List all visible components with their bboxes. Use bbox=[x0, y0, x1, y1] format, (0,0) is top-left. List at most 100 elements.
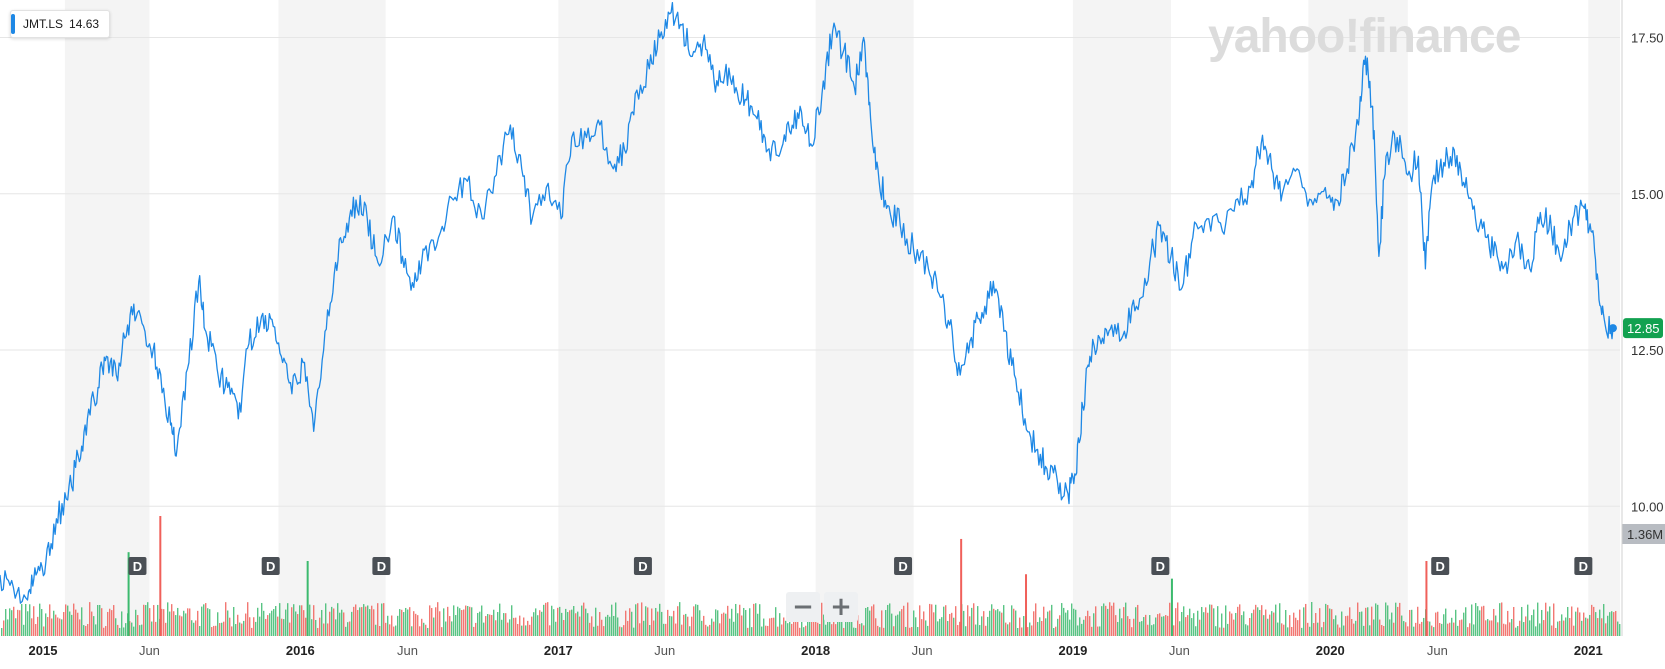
volume-bar bbox=[1415, 622, 1417, 636]
volume-bar bbox=[575, 613, 577, 636]
volume-bar bbox=[813, 621, 815, 636]
volume-bar bbox=[417, 615, 419, 636]
dividend-marker[interactable]: D bbox=[372, 557, 391, 575]
volume-bar bbox=[227, 610, 229, 636]
volume-bar bbox=[249, 617, 251, 636]
volume-bar bbox=[175, 615, 177, 636]
dividend-marker[interactable]: D bbox=[128, 557, 147, 575]
zoom-in-button[interactable]: + bbox=[824, 592, 858, 622]
volume-bar bbox=[1253, 609, 1255, 636]
volume-bar bbox=[473, 626, 475, 636]
volume-bar bbox=[1047, 611, 1049, 636]
volume-bar bbox=[925, 620, 927, 636]
dividend-marker[interactable]: D bbox=[1574, 557, 1593, 575]
volume-bar bbox=[725, 613, 727, 636]
series-legend[interactable]: JMT.LS 14.63 bbox=[10, 10, 111, 38]
volume-bar bbox=[415, 613, 417, 636]
volume-bar bbox=[937, 621, 939, 636]
volume-bar bbox=[1401, 615, 1403, 636]
dividend-marker[interactable]: D bbox=[633, 557, 652, 575]
volume-bar bbox=[389, 624, 391, 636]
dividend-marker[interactable]: D bbox=[1151, 557, 1170, 575]
volume-bar bbox=[693, 606, 695, 636]
volume-bar bbox=[355, 604, 357, 636]
dividend-marker[interactable]: D bbox=[894, 557, 913, 575]
volume-bar bbox=[211, 627, 213, 636]
volume-bar bbox=[173, 611, 175, 636]
volume-bar bbox=[1533, 609, 1535, 636]
volume-bar bbox=[1409, 609, 1411, 636]
volume-bar bbox=[1237, 606, 1239, 636]
volume-bar bbox=[603, 626, 605, 636]
volume-bar bbox=[1345, 616, 1347, 636]
volume-bar bbox=[1099, 626, 1101, 636]
volume-bar bbox=[397, 615, 399, 636]
volume-bar bbox=[639, 623, 641, 636]
volume-bar bbox=[553, 609, 555, 636]
zoom-out-button[interactable]: − bbox=[786, 592, 820, 622]
volume-bar bbox=[489, 614, 491, 636]
volume-bar bbox=[513, 617, 515, 636]
x-tick-label: Jun bbox=[139, 643, 160, 658]
volume-bars: 1.36M bbox=[1, 516, 1665, 636]
volume-bar bbox=[1069, 619, 1071, 636]
volume-bar bbox=[1503, 623, 1505, 636]
volume-bar bbox=[965, 626, 967, 636]
volume-bar bbox=[1447, 623, 1449, 636]
volume-bar bbox=[535, 608, 537, 636]
volume-bar bbox=[1467, 627, 1469, 636]
volume-bar bbox=[627, 620, 629, 636]
zoom-controls: − + bbox=[786, 592, 858, 622]
volume-bar bbox=[1209, 604, 1211, 636]
volume-bar bbox=[357, 610, 359, 636]
volume-bar bbox=[933, 612, 935, 636]
volume-bar bbox=[479, 611, 481, 636]
volume-bar bbox=[1169, 602, 1171, 636]
price-line[interactable] bbox=[0, 1, 1614, 604]
dividend-marker[interactable]: D bbox=[1431, 557, 1450, 575]
volume-bar bbox=[1267, 618, 1269, 636]
volume-bar bbox=[1601, 618, 1603, 636]
volume-bar bbox=[209, 609, 211, 636]
volume-bar bbox=[1239, 604, 1241, 636]
volume-bar bbox=[913, 610, 915, 636]
volume-bar bbox=[761, 626, 763, 636]
volume-bar bbox=[1187, 615, 1189, 636]
dividend-marker[interactable]: D bbox=[261, 557, 280, 575]
volume-bar bbox=[1451, 617, 1453, 636]
volume-bar bbox=[1153, 624, 1155, 636]
volume-bar bbox=[1461, 619, 1463, 636]
volume-bar bbox=[503, 613, 505, 636]
volume-bar bbox=[325, 603, 327, 636]
volume-bar bbox=[1377, 604, 1379, 636]
volume-bar bbox=[1123, 607, 1125, 636]
dividend-marker-label: D bbox=[898, 559, 907, 574]
volume-bar bbox=[1035, 603, 1037, 636]
volume-bar bbox=[1463, 612, 1465, 636]
volume-bar bbox=[497, 612, 499, 636]
volume-bar bbox=[561, 612, 563, 636]
volume-bar bbox=[539, 610, 541, 636]
volume-bar bbox=[1351, 619, 1353, 636]
volume-bar bbox=[515, 617, 517, 636]
volume-bar bbox=[317, 627, 319, 636]
volume-bar bbox=[1081, 623, 1083, 636]
volume-bar bbox=[629, 608, 631, 636]
volume-bar bbox=[1571, 606, 1573, 636]
volume-bar bbox=[613, 615, 615, 636]
volume-bar bbox=[1505, 624, 1507, 636]
volume-bar bbox=[225, 602, 227, 636]
volume-bar bbox=[279, 603, 281, 636]
dividend-marker-label: D bbox=[638, 559, 647, 574]
volume-bar bbox=[1537, 602, 1539, 636]
volume-bar bbox=[1121, 618, 1123, 636]
volume-bar bbox=[1507, 610, 1509, 636]
volume-bar bbox=[951, 612, 953, 636]
dividend-marker-label: D bbox=[1436, 559, 1445, 574]
volume-bar bbox=[1107, 608, 1109, 636]
volume-bar bbox=[1619, 624, 1621, 636]
volume-bar bbox=[53, 610, 55, 636]
legend-symbol: JMT.LS bbox=[23, 17, 64, 31]
volume-bar bbox=[823, 614, 825, 636]
